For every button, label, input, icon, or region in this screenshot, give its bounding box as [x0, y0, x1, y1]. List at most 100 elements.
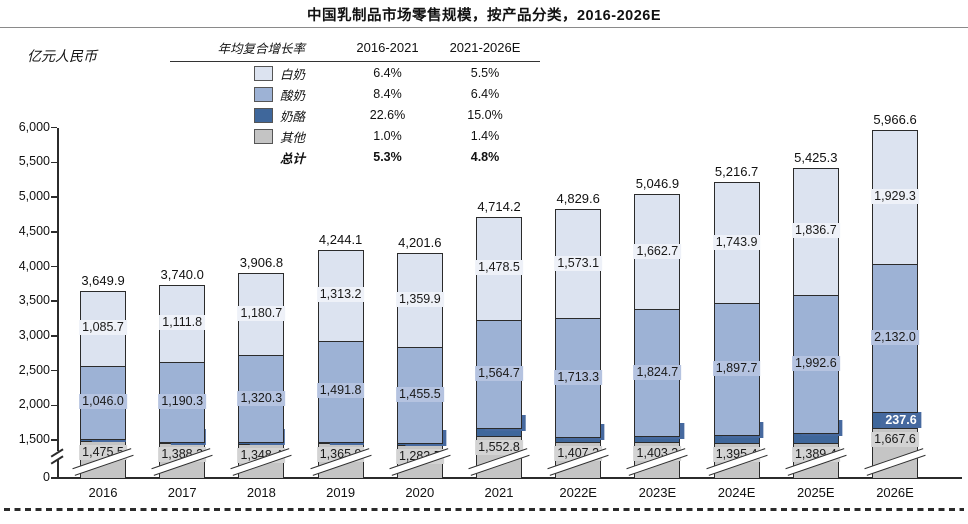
cagr-row: 奶酪 22.6% 15.0% [170, 105, 540, 125]
cagr-total-name-cell: 总计 [279, 150, 305, 166]
cagr-header-2021-2026: 2021-2026E [449, 40, 521, 55]
cagr-row: 其他 1.0% 1.4% [170, 126, 540, 146]
bar-total-label: 3,906.8 [239, 254, 284, 270]
cagr-row-name-cell: 酸奶 [170, 85, 345, 104]
segment-value-label-other: 1,667.6 [871, 432, 919, 448]
x-axis-category-label: 2017 [167, 485, 197, 500]
y-tick-mark [51, 439, 57, 441]
y-tick-label: 2,500 [18, 362, 50, 377]
cagr-value-2016-2021: 8.4% [373, 87, 402, 101]
y-tick-label: 4,500 [18, 223, 50, 238]
segment-value-label-white-milk: 1,111.8 [159, 315, 206, 331]
x-axis-category-label: 2020 [405, 485, 435, 500]
cagr-table-body: 白奶 6.4% 5.5% 酸奶 8.4% 6.4% 奶酪 22.6% 15.0% 其他 1.0% 1.… [170, 63, 540, 167]
segment-value-label-white-milk: 1,573.1 [554, 255, 603, 271]
segment-value-label-white-milk: 1,662.7 [633, 243, 682, 259]
bar-total-label: 5,216.7 [714, 164, 759, 180]
y-tick-label: 1,500 [18, 432, 50, 446]
y-tick-mark [51, 404, 57, 407]
cagr-value-2016-2021: 1.0% [373, 129, 402, 143]
legend-label: 酸奶 [279, 87, 305, 103]
bar-total-label: 5,425.3 [794, 149, 838, 165]
segment-value-label-white-milk: 1,929.3 [871, 188, 919, 204]
cagr-total-2021-2026: 4.8% [470, 150, 500, 164]
y-axis-unit-label: 亿元人民币 [27, 49, 97, 65]
cagr-value-2016-2021: 6.4% [373, 66, 402, 80]
cagr-table-header: 年均复合增长率 2016-2021 2021-2026E [170, 38, 540, 62]
segment-value-label-cheese: 237.6 [880, 412, 922, 429]
bar-total-label: 4,829.6 [556, 190, 600, 206]
y-tick-mark [51, 477, 57, 479]
segment-value-label-yogurt: 1,046.0 [79, 394, 127, 410]
x-axis-category-label: 2024E [717, 485, 756, 500]
segment-value-label-yogurt: 1,824.7 [633, 364, 682, 380]
segment-value-label-white-milk: 1,180.7 [237, 305, 286, 321]
y-axis-line [57, 128, 59, 478]
segment-value-label-yogurt: 1,190.3 [158, 393, 207, 409]
segment-value-label-yogurt: 1,897.7 [712, 360, 761, 376]
segment-value-label-white-milk: 1,085.7 [79, 320, 127, 336]
y-tick-label: 6,000 [18, 119, 50, 134]
bar-total-label: 3,740.0 [160, 266, 204, 282]
chart-title: 中国乳制品市场零售规模，按产品分类，2016-2026E [306, 8, 661, 24]
cagr-header-2016-2021: 2016-2021 [356, 40, 419, 55]
segment-value-label-yogurt: 2,132.0 [871, 329, 919, 345]
segment-value-label-other: 1,552.8 [475, 440, 523, 456]
segment-value-label-white-milk: 1,359.9 [395, 291, 444, 307]
legend-swatch [253, 86, 273, 102]
cagr-total-row: 总计 5.3% 4.8% [170, 147, 540, 167]
bar-total-label: 4,714.2 [477, 198, 521, 214]
y-tick-mark [51, 126, 57, 129]
legend-swatch [253, 107, 273, 123]
bar-total-label: 5,966.6 [873, 112, 917, 128]
cagr-total-2016-2021: 5.3% [373, 150, 402, 164]
y-tick-label: 4,000 [18, 258, 50, 273]
x-axis-category-label: 2016 [88, 485, 118, 500]
legend-label: 奶酪 [279, 108, 305, 124]
y-tick-mark [51, 231, 57, 233]
x-axis-category-label: 2018 [246, 485, 276, 500]
bar-total-label: 5,046.9 [635, 175, 680, 191]
legend-label: 其他 [279, 129, 305, 145]
bar-total-label: 3,649.9 [81, 272, 125, 288]
y-tick-label: 2,000 [18, 397, 50, 412]
y-tick-label: 5,000 [18, 189, 50, 204]
y-tick-mark [51, 335, 57, 337]
segment-value-label-white-milk: 1,478.5 [475, 260, 523, 276]
x-axis-category-label: 2021 [484, 485, 514, 500]
y-tick-label: 5,500 [18, 154, 50, 169]
title-divider [0, 27, 968, 28]
segment-value-label-yogurt: 1,455.5 [395, 386, 444, 402]
cagr-value-2021-2026: 1.4% [470, 129, 500, 143]
segment-value-label-white-milk: 1,743.9 [712, 234, 761, 250]
y-axis-break-gap [54, 451, 62, 460]
bar-total-label: 4,201.6 [398, 234, 442, 250]
legend-swatch [253, 128, 273, 144]
segment-value-label-yogurt: 1,491.8 [316, 383, 365, 399]
cagr-row: 白奶 6.4% 5.5% [170, 63, 540, 83]
bottom-dashed-divider [4, 508, 964, 511]
cagr-value-2021-2026: 15.0% [467, 108, 503, 122]
y-tick-label: 3,500 [18, 293, 50, 308]
segment-value-label-white-milk: 1,836.7 [791, 223, 840, 239]
x-axis-category-label: 2019 [326, 485, 356, 500]
cagr-row-name-cell: 奶酪 [170, 106, 345, 125]
segment-value-label-yogurt: 1,564.7 [475, 365, 523, 381]
legend-swatch [253, 65, 273, 81]
segment-value-label-yogurt: 1,320.3 [237, 390, 286, 406]
cagr-row: 酸奶 8.4% 6.4% [170, 84, 540, 104]
x-axis-category-label: 2023E [638, 485, 677, 500]
y-tick-mark [51, 369, 57, 372]
y-tick-mark [51, 265, 57, 268]
y-tick-label: 3,000 [18, 327, 50, 342]
y-tick-mark [51, 161, 57, 164]
x-axis-category-label: 2026E [876, 485, 914, 500]
segment-value-label-yogurt: 1,992.6 [791, 356, 840, 372]
legend-label: 白奶 [279, 66, 305, 82]
cagr-value-2016-2021: 22.6% [369, 108, 406, 122]
cagr-row-name-cell: 白奶 [170, 64, 345, 83]
segment-value-label-yogurt: 1,713.3 [554, 369, 603, 385]
cagr-value-2021-2026: 5.5% [470, 66, 500, 80]
segment-value-label-white-milk: 1,313.2 [316, 287, 365, 303]
